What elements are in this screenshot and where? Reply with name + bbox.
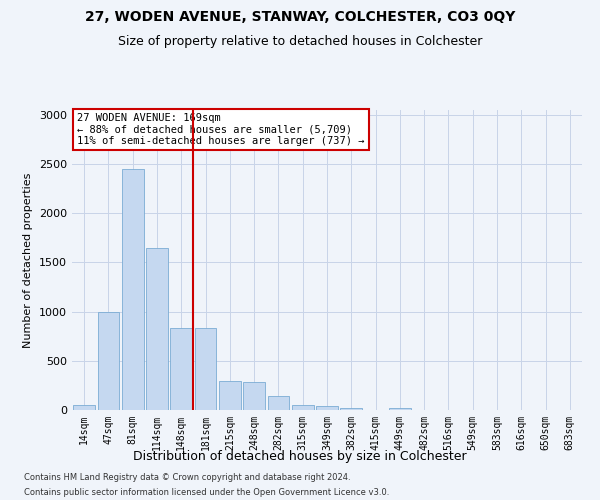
Bar bbox=[122, 169, 143, 410]
Bar bbox=[170, 328, 192, 410]
Bar bbox=[340, 408, 362, 410]
Bar bbox=[97, 312, 119, 410]
Text: Contains HM Land Registry data © Crown copyright and database right 2024.: Contains HM Land Registry data © Crown c… bbox=[24, 473, 350, 482]
Bar bbox=[73, 404, 95, 410]
Text: Size of property relative to detached houses in Colchester: Size of property relative to detached ho… bbox=[118, 35, 482, 48]
Text: Contains public sector information licensed under the Open Government Licence v3: Contains public sector information licen… bbox=[24, 488, 389, 497]
Text: 27 WODEN AVENUE: 169sqm
← 88% of detached houses are smaller (5,709)
11% of semi: 27 WODEN AVENUE: 169sqm ← 88% of detache… bbox=[77, 113, 365, 146]
Text: 27, WODEN AVENUE, STANWAY, COLCHESTER, CO3 0QY: 27, WODEN AVENUE, STANWAY, COLCHESTER, C… bbox=[85, 10, 515, 24]
Bar bbox=[146, 248, 168, 410]
Y-axis label: Number of detached properties: Number of detached properties bbox=[23, 172, 34, 348]
Bar bbox=[292, 404, 314, 410]
Bar bbox=[268, 396, 289, 410]
Bar bbox=[316, 406, 338, 410]
Bar bbox=[219, 382, 241, 410]
Text: Distribution of detached houses by size in Colchester: Distribution of detached houses by size … bbox=[133, 450, 467, 463]
Bar bbox=[243, 382, 265, 410]
Bar bbox=[389, 408, 411, 410]
Bar bbox=[194, 328, 217, 410]
